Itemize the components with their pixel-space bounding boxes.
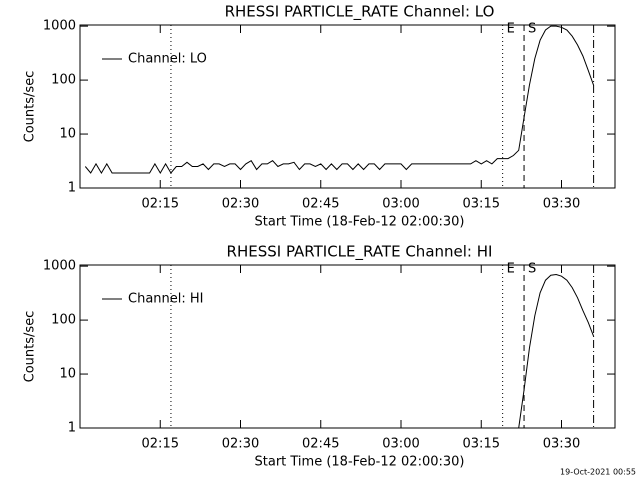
x-tick-label: 02:45 <box>302 197 339 212</box>
y-tick-label: 1 <box>68 181 76 196</box>
x-tick-label: 02:45 <box>302 437 339 452</box>
chart-title: RHESSI PARTICLE_RATE Channel: HI <box>227 243 493 262</box>
x-tick-label: 02:15 <box>142 437 179 452</box>
event-label: S <box>528 262 536 277</box>
y-axis-label: Counts/sec <box>23 311 38 383</box>
footer: 19-Oct-2021 00:55 <box>560 468 636 477</box>
x-tick-label: 02:30 <box>222 197 259 212</box>
y-tick-label: 1000 <box>43 259 76 274</box>
plot-frame <box>79 264 616 429</box>
x-tick-label: 03:30 <box>543 437 580 452</box>
legend-label: Channel: LO <box>128 52 207 67</box>
x-tick-label: 03:00 <box>382 437 419 452</box>
y-tick-label: 100 <box>51 313 76 328</box>
x-axis-label: Start Time (18-Feb-12 02:00:30) <box>255 455 465 470</box>
y-axis-label: Counts/sec <box>23 71 38 143</box>
legend-label: Channel: HI <box>128 292 204 307</box>
x-tick-label: 03:00 <box>382 197 419 212</box>
y-tick-label: 10 <box>59 367 76 382</box>
data-line <box>84 25 595 174</box>
x-tick-label: 03:15 <box>463 197 500 212</box>
x-tick-label: 03:30 <box>543 197 580 212</box>
y-tick-label: 1 <box>68 421 76 436</box>
x-tick-label: 02:30 <box>222 437 259 452</box>
x-axis-label: Start Time (18-Feb-12 02:00:30) <box>255 215 465 230</box>
y-tick-label: 1000 <box>43 19 76 34</box>
event-label: E <box>507 22 515 37</box>
data-line <box>518 273 595 429</box>
y-tick-label: 100 <box>51 73 76 88</box>
x-tick-label: 03:15 <box>463 437 500 452</box>
plot-frame <box>79 24 616 189</box>
y-tick-label: 10 <box>59 127 76 142</box>
x-tick-label: 02:15 <box>142 197 179 212</box>
event-label: E <box>507 262 515 277</box>
chart-title: RHESSI PARTICLE_RATE Channel: LO <box>225 3 495 22</box>
event-label: S <box>528 22 536 37</box>
